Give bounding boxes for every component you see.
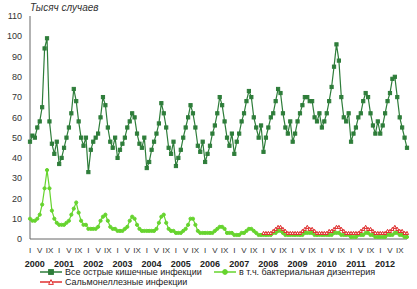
svg-text:2006: 2006 bbox=[200, 259, 220, 269]
html-text:в т.ч. бактериальная дизентери: в т.ч. бактериальная дизентерия bbox=[239, 267, 376, 277]
svg-text:V: V bbox=[125, 246, 131, 255]
svg-text:50: 50 bbox=[12, 133, 22, 143]
svg-text:2001: 2001 bbox=[54, 259, 74, 269]
svg-text:I: I bbox=[292, 246, 294, 255]
svg-text:V: V bbox=[66, 246, 72, 255]
svg-text:2012: 2012 bbox=[375, 259, 395, 269]
svg-text:IX: IX bbox=[396, 246, 404, 255]
svg-text:I: I bbox=[175, 246, 177, 255]
svg-text:V: V bbox=[300, 246, 306, 255]
svg-text:2009: 2009 bbox=[288, 259, 308, 269]
svg-text:110: 110 bbox=[8, 11, 22, 21]
svg-text:IX: IX bbox=[46, 246, 54, 255]
svg-text:V: V bbox=[37, 246, 43, 255]
svg-text:100: 100 bbox=[8, 31, 22, 41]
svg-text:60: 60 bbox=[12, 113, 22, 123]
svg-text:2002: 2002 bbox=[83, 259, 103, 269]
svg-text:V: V bbox=[154, 246, 160, 255]
svg-text:V: V bbox=[241, 246, 247, 255]
svg-text:20: 20 bbox=[12, 194, 22, 204]
svg-text:IX: IX bbox=[192, 246, 200, 255]
svg-text:2004: 2004 bbox=[142, 259, 162, 269]
svg-text:V: V bbox=[358, 246, 364, 255]
svg-text:IX: IX bbox=[221, 246, 229, 255]
svg-text:IX: IX bbox=[308, 246, 316, 255]
svg-text:V: V bbox=[387, 246, 393, 255]
svg-text:I: I bbox=[233, 246, 235, 255]
svg-text:I: I bbox=[58, 246, 60, 255]
svg-text:2000: 2000 bbox=[25, 259, 45, 269]
svg-text:2011: 2011 bbox=[346, 259, 366, 269]
svg-text:IX: IX bbox=[75, 246, 83, 255]
svg-text:I: I bbox=[350, 246, 352, 255]
svg-text:IX: IX bbox=[162, 246, 170, 255]
svg-text:I: I bbox=[204, 246, 206, 255]
svg-text:40: 40 bbox=[12, 153, 22, 163]
svg-text:0: 0 bbox=[17, 234, 22, 244]
svg-text:10: 10 bbox=[12, 214, 22, 224]
html-text:Тысяч случаев: Тысяч случаев bbox=[30, 2, 99, 13]
svg-text:I: I bbox=[321, 246, 323, 255]
svg-text:I: I bbox=[379, 246, 381, 255]
svg-text:2003: 2003 bbox=[112, 259, 132, 269]
svg-text:IX: IX bbox=[250, 246, 258, 255]
svg-text:I: I bbox=[116, 246, 118, 255]
html-text:Сальмонеллезные инфекции: Сальмонеллезные инфекции bbox=[65, 277, 188, 287]
svg-text:2008: 2008 bbox=[258, 259, 278, 269]
svg-text:V: V bbox=[212, 246, 218, 255]
svg-text:90: 90 bbox=[12, 52, 22, 62]
svg-text:I: I bbox=[29, 246, 31, 255]
svg-text:2005: 2005 bbox=[171, 259, 191, 269]
svg-text:I: I bbox=[146, 246, 148, 255]
svg-text:30: 30 bbox=[12, 173, 22, 183]
svg-text:IX: IX bbox=[367, 246, 375, 255]
svg-text:2007: 2007 bbox=[229, 259, 249, 269]
svg-text:V: V bbox=[329, 246, 335, 255]
svg-text:IX: IX bbox=[133, 246, 141, 255]
svg-text:80: 80 bbox=[12, 72, 22, 82]
svg-text:V: V bbox=[95, 246, 101, 255]
svg-text:V: V bbox=[271, 246, 277, 255]
svg-text:70: 70 bbox=[12, 92, 22, 102]
svg-text:V: V bbox=[183, 246, 189, 255]
svg-text:IX: IX bbox=[104, 246, 112, 255]
svg-text:I: I bbox=[262, 246, 264, 255]
svg-text:2010: 2010 bbox=[317, 259, 337, 269]
html-text:Все острые кишечные инфекции: Все острые кишечные инфекции bbox=[65, 267, 202, 277]
svg-text:I: I bbox=[87, 246, 89, 255]
svg-text:IX: IX bbox=[279, 246, 287, 255]
svg-text:IX: IX bbox=[338, 246, 346, 255]
